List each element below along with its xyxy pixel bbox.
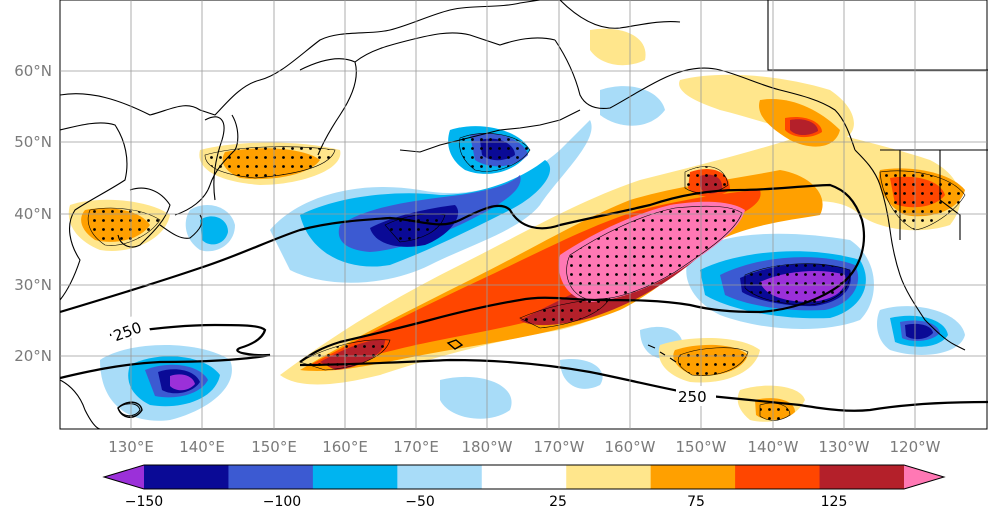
coastlines xyxy=(60,0,988,429)
contour-small xyxy=(117,339,464,418)
lon-label: 160°W xyxy=(605,438,656,456)
colorbar-tick-label: 125 xyxy=(821,494,848,510)
contour-labels: 250 250 xyxy=(107,312,716,406)
colorbar-segment xyxy=(735,465,821,489)
lat-label: 30°N xyxy=(14,276,52,294)
lat-label: 60°N xyxy=(14,62,52,80)
colorbar-extend-max xyxy=(904,465,944,489)
lon-label: 160°E xyxy=(322,438,368,456)
lon-label: 180°W xyxy=(462,438,513,456)
colorbar-outline xyxy=(102,464,946,490)
colorbar-segment xyxy=(312,465,398,489)
longitude-labels: 130°E 140°E 150°E 160°E 170°E 180°W 170°… xyxy=(108,438,940,456)
colorbar-extend-min xyxy=(104,465,144,489)
colorbar-tick-label: 25 xyxy=(549,494,567,510)
lon-label: 170°W xyxy=(534,438,585,456)
lon-label: 140°E xyxy=(179,438,225,456)
colorbar-tick-label: −50 xyxy=(405,494,435,510)
colorbar xyxy=(102,464,946,490)
colorbar-segment xyxy=(650,465,736,489)
colorbar-segment xyxy=(819,465,905,489)
lat-label: 20°N xyxy=(14,347,52,365)
colorbar-labels: −150 −100 −50 25 75 125 xyxy=(125,494,848,510)
lon-label: 130°W xyxy=(819,438,870,456)
lon-label: 130°E xyxy=(108,438,154,456)
colorbar-segment xyxy=(144,465,229,489)
colorbar-segment xyxy=(397,465,483,489)
colorbar-tick-label: −150 xyxy=(125,494,163,510)
lon-label: 150°E xyxy=(251,438,297,456)
lon-label: 170°E xyxy=(393,438,439,456)
lon-label: 150°W xyxy=(676,438,727,456)
colorbar-segment xyxy=(566,465,652,489)
lon-label: 140°W xyxy=(748,438,799,456)
stippling xyxy=(87,133,966,421)
latitude-labels: 60°N 50°N 40°N 30°N 20°N xyxy=(14,62,52,365)
colorbar-segment xyxy=(228,465,314,489)
lat-label: 40°N xyxy=(14,205,52,223)
contour-label: 250 xyxy=(678,388,707,406)
lon-label: 120°W xyxy=(890,438,941,456)
colorbar-tick-label: 75 xyxy=(687,494,705,510)
colorbar-tick-label: −100 xyxy=(263,494,301,510)
colorbar-segment xyxy=(481,465,567,489)
gridlines xyxy=(60,0,987,429)
lat-label: 50°N xyxy=(14,133,52,151)
